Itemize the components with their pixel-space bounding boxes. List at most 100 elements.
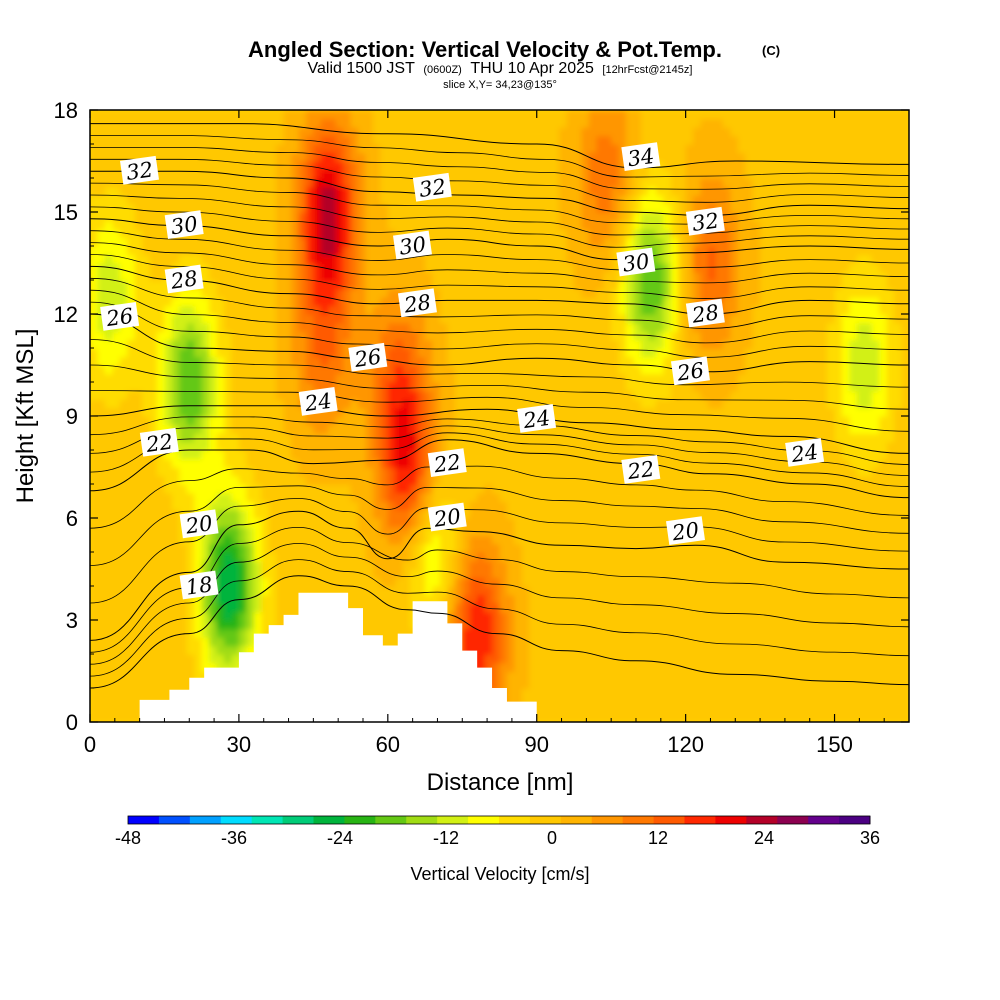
velocity-cell bbox=[395, 356, 404, 366]
velocity-cell bbox=[447, 246, 456, 256]
velocity-cell bbox=[276, 263, 285, 273]
velocity-cell bbox=[157, 263, 166, 273]
velocity-cell bbox=[462, 484, 471, 494]
velocity-cell bbox=[209, 416, 218, 426]
velocity-cell bbox=[425, 254, 434, 264]
velocity-cell bbox=[380, 475, 389, 485]
velocity-cell bbox=[179, 535, 188, 545]
velocity-cell bbox=[588, 288, 598, 298]
velocity-cell bbox=[544, 628, 553, 638]
velocity-cell bbox=[499, 552, 508, 562]
velocity-cell bbox=[395, 526, 404, 536]
velocity-cell bbox=[387, 161, 397, 171]
velocity-cell bbox=[268, 526, 277, 536]
velocity-cell bbox=[477, 254, 486, 264]
velocity-cell bbox=[521, 152, 531, 162]
velocity-cell bbox=[305, 569, 315, 579]
velocity-cell bbox=[253, 280, 263, 290]
velocity-cell bbox=[268, 518, 277, 528]
velocity-cell bbox=[521, 620, 531, 630]
velocity-cell bbox=[544, 178, 553, 188]
velocity-cell bbox=[454, 416, 464, 426]
velocity-cell bbox=[97, 620, 106, 630]
velocity-cell bbox=[224, 475, 233, 485]
velocity-cell bbox=[559, 356, 568, 366]
velocity-cell bbox=[90, 373, 99, 383]
velocity-cell bbox=[469, 535, 478, 545]
velocity-cell bbox=[276, 552, 285, 562]
velocity-cell bbox=[164, 620, 173, 630]
velocity-cell bbox=[305, 484, 315, 494]
velocity-cell bbox=[224, 492, 233, 502]
velocity-cell bbox=[179, 458, 188, 468]
velocity-cell bbox=[253, 195, 263, 205]
velocity-cell bbox=[536, 705, 545, 715]
velocity-cell bbox=[506, 305, 516, 315]
velocity-cell bbox=[573, 705, 583, 715]
velocity-cell bbox=[469, 237, 478, 247]
velocity-cell bbox=[171, 603, 181, 613]
velocity-cell bbox=[276, 118, 285, 128]
velocity-cell bbox=[402, 356, 411, 366]
velocity-cell bbox=[343, 305, 352, 315]
velocity-cell bbox=[209, 458, 218, 468]
velocity-cell bbox=[573, 560, 583, 570]
velocity-cell bbox=[149, 195, 158, 205]
velocity-cell bbox=[581, 433, 590, 443]
velocity-cell bbox=[231, 543, 240, 553]
velocity-cell bbox=[90, 161, 99, 171]
velocity-cell bbox=[216, 127, 225, 137]
velocity-cell bbox=[410, 475, 419, 485]
velocity-cell bbox=[112, 696, 121, 706]
velocity-cell bbox=[536, 713, 545, 722]
velocity-cell bbox=[90, 688, 99, 698]
velocity-cell bbox=[559, 526, 568, 536]
velocity-cell bbox=[343, 586, 352, 596]
velocity-cell bbox=[313, 492, 322, 502]
velocity-cell bbox=[112, 637, 121, 647]
velocity-cell bbox=[164, 552, 173, 562]
velocity-cell bbox=[484, 535, 493, 545]
velocity-cell bbox=[142, 220, 151, 230]
velocity-cell bbox=[209, 535, 218, 545]
velocity-cell bbox=[477, 424, 486, 434]
velocity-cell bbox=[484, 186, 493, 196]
velocity-cell bbox=[90, 237, 99, 247]
velocity-cell bbox=[372, 169, 382, 179]
velocity-cell bbox=[134, 705, 143, 715]
velocity-cell bbox=[387, 620, 397, 630]
velocity-cell bbox=[231, 365, 240, 375]
velocity-cell bbox=[305, 518, 315, 528]
velocity-cell bbox=[417, 161, 426, 171]
velocity-cell bbox=[387, 594, 397, 604]
velocity-cell bbox=[410, 543, 419, 553]
velocity-cell bbox=[231, 110, 240, 120]
velocity-cell bbox=[484, 467, 493, 477]
velocity-cell bbox=[596, 331, 605, 341]
velocity-cell bbox=[395, 484, 404, 494]
velocity-cell bbox=[149, 229, 158, 239]
velocity-cell bbox=[127, 560, 136, 570]
velocity-cell bbox=[469, 254, 478, 264]
velocity-cell bbox=[157, 628, 166, 638]
velocity-cell bbox=[544, 144, 553, 154]
velocity-cell bbox=[573, 679, 583, 689]
velocity-cell bbox=[477, 161, 486, 171]
velocity-cell bbox=[328, 212, 337, 222]
velocity-cell bbox=[276, 501, 285, 511]
velocity-cell bbox=[417, 110, 426, 120]
velocity-cell bbox=[484, 501, 493, 511]
velocity-cell bbox=[186, 611, 196, 621]
velocity-cell bbox=[499, 679, 508, 689]
velocity-cell bbox=[149, 220, 158, 230]
velocity-cell bbox=[432, 492, 441, 502]
velocity-cell bbox=[506, 178, 516, 188]
velocity-cell bbox=[134, 713, 143, 722]
velocity-cell bbox=[506, 628, 516, 638]
velocity-cell bbox=[343, 390, 352, 400]
velocity-cell bbox=[521, 458, 531, 468]
velocity-cell bbox=[253, 297, 263, 307]
velocity-cell bbox=[209, 424, 218, 434]
velocity-cell bbox=[186, 178, 196, 188]
velocity-cell bbox=[231, 169, 240, 179]
